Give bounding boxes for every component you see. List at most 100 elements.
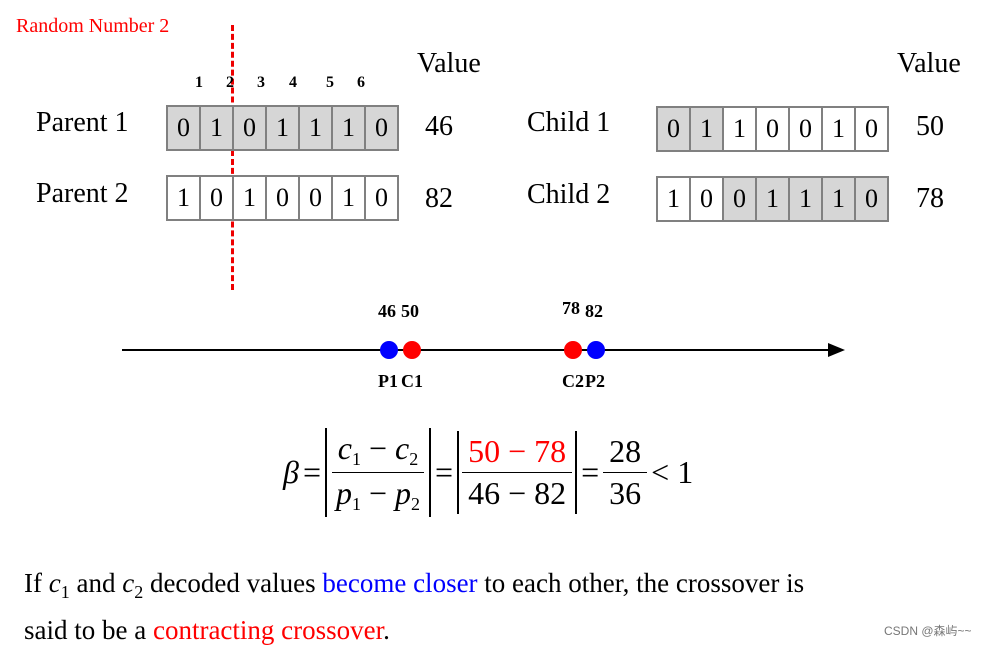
point-c1 — [403, 341, 421, 359]
parent-2-label: Parent 2 — [36, 178, 129, 209]
point-label: P1 — [378, 371, 398, 391]
watermark: CSDN @森屿~~ — [884, 624, 972, 638]
point-p2 — [587, 341, 605, 359]
bit-cell: 0 — [658, 108, 691, 150]
equals: = — [435, 454, 454, 490]
comparison: < 1 — [651, 454, 694, 490]
sub: 1 — [351, 449, 361, 469]
child-1-label: Child 1 — [527, 107, 611, 138]
beta-symbol: β — [283, 454, 299, 490]
minus: − — [368, 430, 388, 466]
bit-cell: 0 — [691, 178, 724, 220]
bit-index: 4 — [289, 74, 297, 91]
sub: 2 — [409, 449, 419, 469]
text: decoded values — [143, 568, 323, 598]
bit-cell: 1 — [168, 177, 201, 219]
arrow-head-icon — [828, 343, 845, 357]
child-2-label: Child 2 — [527, 179, 611, 210]
crossover-cut-line — [231, 25, 234, 290]
bit-cell: 1 — [300, 107, 333, 149]
bit-cell: 0 — [234, 107, 267, 149]
bit-cell: 1 — [234, 177, 267, 219]
abs-ratio-symbolic: c1 − c2 p1 − p2 — [324, 428, 432, 517]
equals: = — [302, 454, 321, 490]
random-number-label: Random Number 2 — [16, 15, 170, 37]
beta-equation: β = c1 − c2 p1 − p2 = 50 − 78 46 − 82 = … — [283, 428, 693, 517]
sub: 1 — [351, 494, 361, 514]
bit-cell: 0 — [724, 178, 757, 220]
bit-cell: 0 — [856, 108, 887, 150]
bit-cell: 1 — [757, 178, 790, 220]
point-value: 78 — [562, 298, 580, 318]
value-header: Value — [897, 48, 961, 79]
bit-cell: 0 — [366, 177, 397, 219]
point-value: 50 — [401, 301, 419, 321]
parent-1-label: Parent 1 — [36, 107, 129, 138]
highlight-contracting-crossover: contracting crossover — [152, 615, 384, 645]
text: to each other, the crossover is — [477, 568, 805, 598]
bit-cell: 0 — [267, 177, 300, 219]
bit-index: 5 — [326, 74, 334, 91]
c1: c — [48, 568, 61, 598]
point-label: C1 — [401, 371, 423, 391]
bit-cell: 0 — [856, 178, 887, 220]
bit-index: 1 — [195, 74, 203, 91]
minus: − — [368, 475, 388, 511]
p2: p — [395, 475, 412, 511]
c2: c — [395, 430, 410, 466]
sub: 2 — [134, 582, 144, 602]
bit-cell: 1 — [823, 108, 856, 150]
sub: 2 — [411, 494, 421, 514]
point-p1 — [380, 341, 398, 359]
bit-cell: 0 — [168, 107, 201, 149]
bit-cell: 0 — [300, 177, 333, 219]
text: and — [69, 568, 123, 598]
bit-index: 2 — [226, 74, 234, 91]
bit-cell: 1 — [658, 178, 691, 220]
bit-cell: 0 — [366, 107, 397, 149]
bit-cell: 1 — [201, 107, 234, 149]
bit-cell: 1 — [333, 177, 366, 219]
bit-cell: 1 — [333, 107, 366, 149]
denominator-values: 46 − 82 — [468, 475, 567, 511]
point-label: P2 — [585, 371, 605, 391]
child-2-value: 78 — [916, 183, 944, 214]
text: . — [383, 615, 390, 645]
result-numerator: 28 — [603, 433, 648, 473]
text: said to be a — [24, 615, 153, 645]
highlight-become-closer: become closer — [322, 568, 478, 598]
bit-index: 3 — [257, 74, 265, 91]
bit-cell: 0 — [790, 108, 823, 150]
bit-cell: 0 — [201, 177, 234, 219]
sub: 1 — [60, 582, 70, 602]
equals: = — [581, 454, 600, 490]
p1: p — [335, 475, 352, 511]
c2: c — [122, 568, 135, 598]
bit-cell: 1 — [691, 108, 724, 150]
child-1-value: 50 — [916, 111, 944, 142]
abs-ratio-values: 50 − 78 46 − 82 — [457, 431, 578, 514]
point-value: 46 — [378, 301, 396, 321]
bit-cell: 0 — [757, 108, 790, 150]
numerator-values: 50 − 78 — [462, 433, 573, 473]
point-c2 — [564, 341, 582, 359]
parent-1-value: 46 — [425, 111, 453, 142]
value-header: Value — [417, 48, 481, 79]
parent-2-value: 82 — [425, 183, 453, 214]
bit-cell: 1 — [724, 108, 757, 150]
explanation-paragraph: If c1 and c2 decoded values become close… — [24, 564, 804, 645]
point-label: C2 — [562, 371, 584, 391]
c1: c — [337, 430, 352, 466]
bit-cell: 1 — [823, 178, 856, 220]
text: If — [24, 568, 49, 598]
bit-cell: 1 — [790, 178, 823, 220]
result-denominator: 36 — [609, 475, 642, 511]
bit-index: 6 — [357, 74, 365, 91]
point-value: 82 — [585, 301, 603, 321]
